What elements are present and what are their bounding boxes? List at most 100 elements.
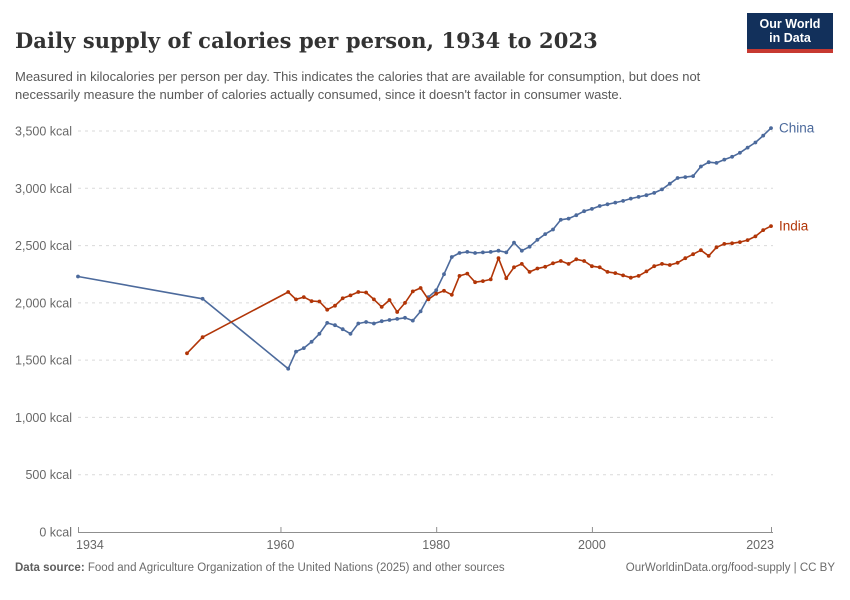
data-point-india-2017[interactable] — [722, 242, 727, 246]
data-point-india-1972[interactable] — [372, 297, 376, 302]
data-point-china-1972[interactable] — [372, 321, 376, 326]
data-point-china-1970[interactable] — [356, 321, 361, 326]
data-point-india-1993[interactable] — [535, 266, 540, 271]
data-point-india-1978[interactable] — [418, 286, 423, 290]
data-point-china-1966[interactable] — [325, 321, 330, 325]
data-point-china-1978[interactable] — [418, 309, 423, 314]
data-point-india-2003[interactable] — [613, 271, 618, 275]
data-point-china-1982[interactable] — [449, 255, 454, 259]
data-point-india-1997[interactable] — [566, 262, 571, 266]
data-point-china-1967[interactable] — [333, 323, 337, 328]
data-point-india-1974[interactable] — [387, 298, 392, 302]
data-point-india-1990[interactable] — [512, 265, 516, 270]
data-point-india-2000[interactable] — [590, 264, 594, 269]
data-point-china-1969[interactable] — [348, 331, 353, 336]
data-point-china-1993[interactable] — [535, 237, 540, 242]
data-point-india-1983[interactable] — [457, 274, 462, 278]
data-point-china-1968[interactable] — [340, 327, 345, 332]
data-point-china-1963[interactable] — [301, 346, 306, 350]
data-point-india-2004[interactable] — [621, 273, 625, 278]
data-point-china-1989[interactable] — [504, 250, 509, 255]
data-point-china-1934[interactable] — [76, 274, 80, 279]
data-point-china-2003[interactable] — [613, 200, 618, 205]
data-point-china-1964[interactable] — [309, 339, 314, 344]
data-point-india-2001[interactable] — [597, 265, 602, 270]
data-point-india-1964[interactable] — [309, 299, 314, 303]
data-point-india-1989[interactable] — [504, 276, 509, 281]
data-point-china-1983[interactable] — [457, 251, 462, 255]
data-point-china-1994[interactable] — [543, 232, 548, 237]
data-point-india-1992[interactable] — [527, 270, 532, 274]
data-point-china-2019[interactable] — [738, 150, 742, 155]
data-point-india-1981[interactable] — [442, 288, 446, 293]
data-point-india-2022[interactable] — [761, 228, 766, 233]
data-point-india-2009[interactable] — [660, 262, 664, 266]
data-point-china-1997[interactable] — [566, 216, 571, 221]
data-point-india-1984[interactable] — [465, 271, 470, 276]
data-point-india-1985[interactable] — [473, 280, 477, 285]
data-point-china-1950[interactable] — [200, 296, 205, 301]
data-point-china-2018[interactable] — [730, 154, 734, 159]
data-point-china-2023[interactable] — [769, 126, 773, 130]
data-point-china-1986[interactable] — [481, 250, 485, 255]
data-point-india-1986[interactable] — [481, 279, 485, 283]
data-point-china-2011[interactable] — [675, 176, 680, 180]
data-point-india-2016[interactable] — [714, 245, 719, 250]
data-point-india-2008[interactable] — [652, 264, 657, 269]
data-point-china-1987[interactable] — [488, 250, 493, 254]
data-source-note[interactable]: Data source: Food and Agriculture Organi… — [15, 562, 505, 574]
series-label-india[interactable]: India — [779, 219, 809, 234]
data-point-china-1990[interactable] — [512, 240, 516, 245]
data-point-china-2016[interactable] — [714, 161, 719, 165]
data-point-china-1965[interactable] — [317, 331, 322, 336]
data-point-china-2006[interactable] — [636, 195, 641, 199]
series-line-china[interactable] — [77, 127, 772, 370]
data-point-china-1976[interactable] — [403, 315, 407, 320]
data-point-china-1998[interactable] — [574, 213, 579, 218]
data-point-india-1999[interactable] — [582, 259, 586, 263]
data-point-india-1988[interactable] — [496, 256, 501, 261]
data-point-india-1961[interactable] — [286, 290, 291, 294]
data-point-china-1980[interactable] — [434, 288, 439, 293]
data-point-china-2000[interactable] — [590, 207, 594, 211]
data-point-china-2020[interactable] — [745, 145, 750, 150]
data-point-india-1971[interactable] — [364, 290, 368, 295]
data-point-china-1984[interactable] — [465, 250, 470, 254]
data-point-india-1967[interactable] — [333, 303, 337, 308]
data-point-china-2009[interactable] — [660, 187, 664, 192]
data-point-india-2019[interactable] — [738, 240, 742, 245]
data-point-india-2015[interactable] — [706, 254, 711, 258]
data-point-china-2005[interactable] — [628, 196, 633, 201]
data-point-china-1991[interactable] — [519, 248, 524, 253]
data-point-china-1981[interactable] — [442, 272, 446, 277]
data-point-india-1995[interactable] — [551, 261, 555, 266]
owid-logo[interactable]: Our World in Data — [747, 13, 833, 53]
series-label-china[interactable]: China — [779, 121, 815, 136]
data-point-china-1985[interactable] — [473, 251, 477, 255]
data-point-india-1982[interactable] — [449, 292, 454, 297]
data-point-india-2007[interactable] — [644, 269, 649, 274]
data-point-india-1979[interactable] — [426, 297, 431, 302]
data-point-china-2013[interactable] — [691, 174, 695, 179]
data-point-india-1980[interactable] — [434, 291, 439, 296]
data-point-china-1974[interactable] — [387, 318, 392, 322]
data-point-china-1992[interactable] — [527, 244, 532, 249]
data-point-china-2010[interactable] — [667, 181, 672, 186]
data-point-china-2022[interactable] — [761, 133, 766, 138]
data-point-china-1973[interactable] — [379, 319, 384, 324]
data-point-india-1973[interactable] — [379, 305, 384, 309]
data-point-india-2013[interactable] — [691, 252, 695, 257]
data-point-china-2017[interactable] — [722, 157, 727, 162]
data-point-india-1975[interactable] — [395, 310, 400, 314]
data-point-india-1976[interactable] — [403, 301, 407, 305]
data-point-china-1962[interactable] — [294, 349, 298, 354]
data-point-india-1998[interactable] — [574, 257, 579, 262]
data-point-india-1987[interactable] — [488, 277, 493, 282]
data-point-china-1971[interactable] — [364, 320, 368, 324]
data-point-china-2001[interactable] — [597, 204, 602, 208]
data-point-china-1975[interactable] — [395, 317, 400, 321]
data-point-india-1965[interactable] — [317, 299, 322, 304]
data-point-india-2014[interactable] — [699, 248, 703, 253]
data-point-india-2018[interactable] — [730, 241, 734, 246]
data-point-india-1948[interactable] — [185, 351, 189, 356]
